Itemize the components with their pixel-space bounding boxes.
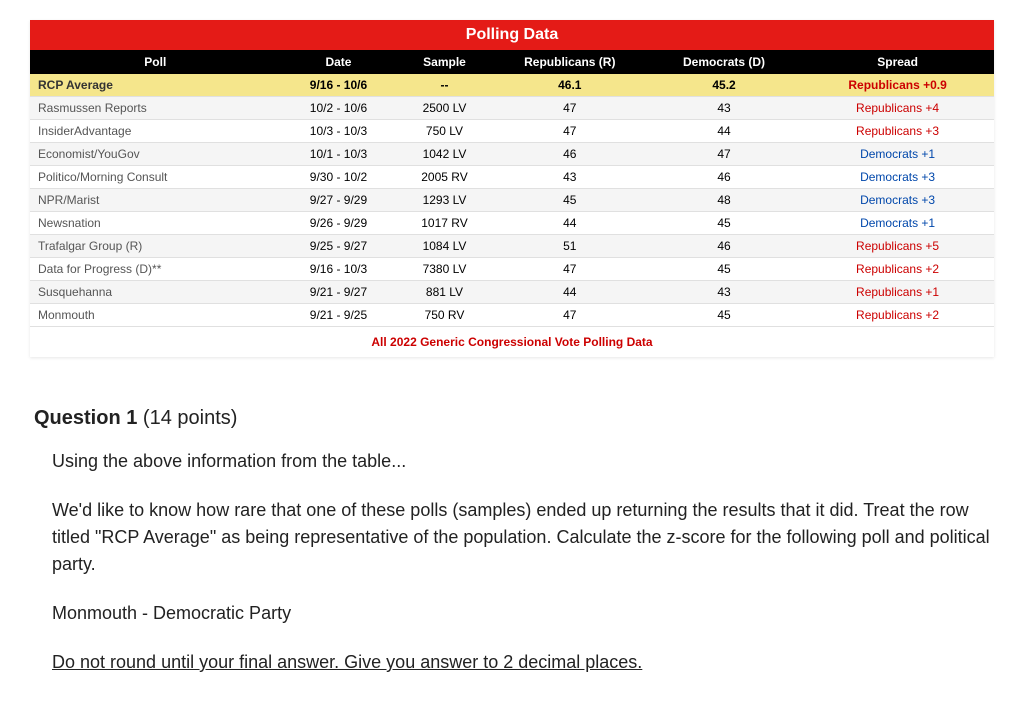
sample-cell: 1017 RV bbox=[396, 212, 492, 235]
table-row: Susquehanna9/21 - 9/27881 LV4443Republic… bbox=[30, 281, 994, 304]
poll-cell: Rasmussen Reports bbox=[30, 97, 281, 120]
table-row: Monmouth9/21 - 9/25750 RV4745Republicans… bbox=[30, 304, 994, 327]
spread-cell: Democrats +1 bbox=[801, 143, 994, 166]
republicans-cell: 47 bbox=[493, 304, 647, 327]
republicans-cell: 45 bbox=[493, 189, 647, 212]
average-row: RCP Average 9/16 - 10/6 -- 46.1 45.2 Rep… bbox=[30, 74, 994, 97]
avg-spread: Republicans +0.9 bbox=[801, 74, 994, 97]
footer-link-text[interactable]: All 2022 Generic Congressional Vote Poll… bbox=[371, 335, 652, 349]
poll-cell: Data for Progress (D)** bbox=[30, 258, 281, 281]
democrats-cell: 43 bbox=[647, 281, 801, 304]
table-row: NPR/Marist9/27 - 9/291293 LV4548Democrat… bbox=[30, 189, 994, 212]
poll-cell: NPR/Marist bbox=[30, 189, 281, 212]
spread-cell: Democrats +3 bbox=[801, 166, 994, 189]
avg-sample: -- bbox=[396, 74, 492, 97]
poll-cell: Susquehanna bbox=[30, 281, 281, 304]
sample-cell: 750 RV bbox=[396, 304, 492, 327]
sample-cell: 2500 LV bbox=[396, 97, 492, 120]
date-cell: 9/27 - 9/29 bbox=[281, 189, 397, 212]
question-label: Question 1 bbox=[34, 407, 137, 429]
question-intro: Using the above information from the tab… bbox=[52, 448, 990, 475]
republicans-cell: 51 bbox=[493, 235, 647, 258]
democrats-cell: 45 bbox=[647, 258, 801, 281]
sample-cell: 1293 LV bbox=[396, 189, 492, 212]
republicans-cell: 43 bbox=[493, 166, 647, 189]
header-sample: Sample bbox=[396, 50, 492, 74]
poll-cell: Economist/YouGov bbox=[30, 143, 281, 166]
date-cell: 10/2 - 10/6 bbox=[281, 97, 397, 120]
table-row: Rasmussen Reports10/2 - 10/62500 LV4743R… bbox=[30, 97, 994, 120]
democrats-cell: 45 bbox=[647, 212, 801, 235]
republicans-cell: 44 bbox=[493, 281, 647, 304]
sample-cell: 1042 LV bbox=[396, 143, 492, 166]
date-cell: 9/25 - 9/27 bbox=[281, 235, 397, 258]
table-row: Newsnation9/26 - 9/291017 RV4445Democrat… bbox=[30, 212, 994, 235]
question-body: Using the above information from the tab… bbox=[34, 448, 990, 676]
header-spread: Spread bbox=[801, 50, 994, 74]
poll-cell: Politico/Morning Consult bbox=[30, 166, 281, 189]
question-target: Monmouth - Democratic Party bbox=[52, 600, 990, 627]
spread-cell: Democrats +1 bbox=[801, 212, 994, 235]
poll-cell: Monmouth bbox=[30, 304, 281, 327]
date-cell: 10/1 - 10/3 bbox=[281, 143, 397, 166]
question-heading: Question 1 (14 points) bbox=[34, 407, 990, 430]
table-row: Politico/Morning Consult9/30 - 10/22005 … bbox=[30, 166, 994, 189]
header-republicans: Republicans (R) bbox=[493, 50, 647, 74]
democrats-cell: 46 bbox=[647, 235, 801, 258]
question-body-text: We'd like to know how rare that one of t… bbox=[52, 497, 990, 578]
date-cell: 9/30 - 10/2 bbox=[281, 166, 397, 189]
democrats-cell: 47 bbox=[647, 143, 801, 166]
date-cell: 9/16 - 10/3 bbox=[281, 258, 397, 281]
republicans-cell: 47 bbox=[493, 97, 647, 120]
date-cell: 9/26 - 9/29 bbox=[281, 212, 397, 235]
header-democrats: Democrats (D) bbox=[647, 50, 801, 74]
sample-cell: 1084 LV bbox=[396, 235, 492, 258]
table-title: Polling Data bbox=[30, 20, 994, 50]
poll-cell: Newsnation bbox=[30, 212, 281, 235]
poll-cell: InsiderAdvantage bbox=[30, 120, 281, 143]
spread-cell: Republicans +1 bbox=[801, 281, 994, 304]
democrats-cell: 46 bbox=[647, 166, 801, 189]
table-row: Economist/YouGov10/1 - 10/31042 LV4647De… bbox=[30, 143, 994, 166]
democrats-cell: 45 bbox=[647, 304, 801, 327]
republicans-cell: 47 bbox=[493, 120, 647, 143]
spread-cell: Republicans +4 bbox=[801, 97, 994, 120]
spread-cell: Democrats +3 bbox=[801, 189, 994, 212]
date-cell: 10/3 - 10/3 bbox=[281, 120, 397, 143]
republicans-cell: 47 bbox=[493, 258, 647, 281]
question-instruction: Do not round until your final answer. Gi… bbox=[52, 649, 990, 676]
spread-cell: Republicans +2 bbox=[801, 258, 994, 281]
polling-table-container: Polling Data Poll Date Sample Republican… bbox=[30, 20, 994, 357]
avg-democrats: 45.2 bbox=[647, 74, 801, 97]
spread-cell: Republicans +3 bbox=[801, 120, 994, 143]
republicans-cell: 46 bbox=[493, 143, 647, 166]
table-body: RCP Average 9/16 - 10/6 -- 46.1 45.2 Rep… bbox=[30, 74, 994, 327]
polling-table: Poll Date Sample Republicans (R) Democra… bbox=[30, 50, 994, 327]
header-poll: Poll bbox=[30, 50, 281, 74]
table-row: Trafalgar Group (R)9/25 - 9/271084 LV514… bbox=[30, 235, 994, 258]
date-cell: 9/21 - 9/27 bbox=[281, 281, 397, 304]
democrats-cell: 43 bbox=[647, 97, 801, 120]
question-points: (14 points) bbox=[143, 407, 238, 429]
table-header-row: Poll Date Sample Republicans (R) Democra… bbox=[30, 50, 994, 74]
avg-poll: RCP Average bbox=[30, 74, 281, 97]
header-date: Date bbox=[281, 50, 397, 74]
sample-cell: 881 LV bbox=[396, 281, 492, 304]
spread-cell: Republicans +2 bbox=[801, 304, 994, 327]
avg-date: 9/16 - 10/6 bbox=[281, 74, 397, 97]
sample-cell: 750 LV bbox=[396, 120, 492, 143]
table-row: InsiderAdvantage10/3 - 10/3750 LV4744Rep… bbox=[30, 120, 994, 143]
sample-cell: 2005 RV bbox=[396, 166, 492, 189]
spread-cell: Republicans +5 bbox=[801, 235, 994, 258]
table-row: Data for Progress (D)**9/16 - 10/37380 L… bbox=[30, 258, 994, 281]
poll-cell: Trafalgar Group (R) bbox=[30, 235, 281, 258]
question-section: Question 1 (14 points) Using the above i… bbox=[30, 407, 994, 676]
avg-republicans: 46.1 bbox=[493, 74, 647, 97]
democrats-cell: 48 bbox=[647, 189, 801, 212]
date-cell: 9/21 - 9/25 bbox=[281, 304, 397, 327]
republicans-cell: 44 bbox=[493, 212, 647, 235]
sample-cell: 7380 LV bbox=[396, 258, 492, 281]
democrats-cell: 44 bbox=[647, 120, 801, 143]
table-footer: All 2022 Generic Congressional Vote Poll… bbox=[30, 327, 994, 357]
